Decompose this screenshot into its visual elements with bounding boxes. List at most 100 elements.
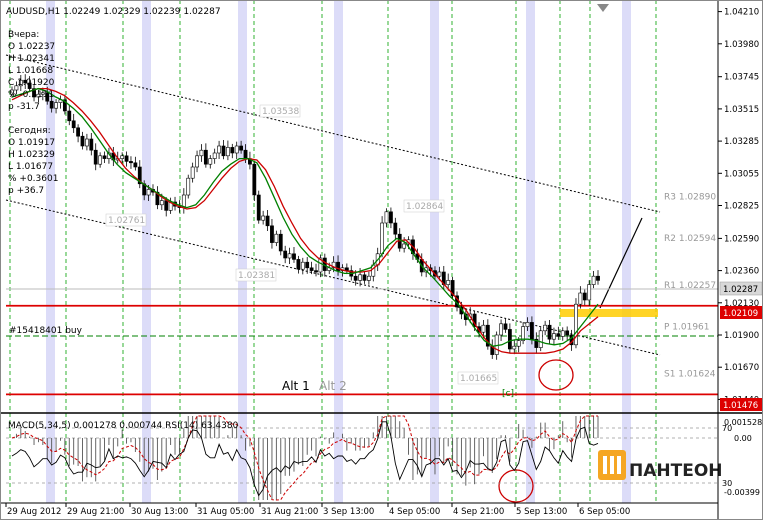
rsi-30-label: 30 [722,479,732,488]
time-tick-label: 4 Sep 21:00 [453,507,504,517]
macd-histogram [15,416,599,500]
faded-price-labels: 1.03538 1.02761 1.02864 1.02381 1.01665 [105,104,499,385]
candle-body [190,166,195,179]
candle-body [503,323,508,330]
candle-body [146,189,151,196]
candle-body [212,152,217,159]
yesterday-line: C 1.01920 [8,78,55,88]
candle-body [283,250,288,259]
price-tick-label: 1.03745 [724,73,759,83]
time-tick-label: 6 Sep 05:00 [579,507,630,517]
order-label: #15418401 buy [9,326,83,336]
channel-upper-line[interactable] [5,54,661,213]
candle-body [270,225,274,243]
candle-body [32,88,36,98]
support-bottom-tag: 1.01476 [720,398,762,411]
candle-body [221,145,226,157]
time-band [46,0,55,503]
candle-body [93,149,98,165]
price-tick-label: 1.03285 [724,137,759,147]
pivot-label: R3 1.02890 [664,192,716,202]
candle-body [574,303,578,346]
pivot-label: S1 1.01624 [664,370,716,380]
candle-body [446,280,451,285]
price-tick-label: 1.01670 [724,363,759,373]
time-tick-label: 5 Sep 13:00 [516,507,567,517]
faded-price-label: 1.03538 [262,107,299,117]
candle-body [230,147,235,154]
yesterday-line: L 1.01668 [8,66,53,76]
candle-body [521,326,525,341]
candle-body [336,261,340,271]
candle-body [437,271,442,277]
candle-body [120,155,125,159]
faded-label-box [235,268,277,282]
candle-body [234,145,239,154]
time-tick-label: 31 Aug 21:00 [261,507,318,517]
yesterday-title: Вчера: [8,30,39,40]
faded-price-label: 1.02864 [406,202,443,212]
candle-body [384,211,389,224]
candle-body [133,162,138,168]
candle-body [14,85,19,91]
candle-body [208,158,213,165]
macd-circle-marker [498,469,534,503]
support-top-value: 1.02109 [723,309,758,319]
candle-body [287,253,292,259]
macd-text: MACD(5,34,5) 0.001278 0.000744 [8,421,163,431]
candle-body [318,257,323,273]
panteon-logo: ПАНТЕОН [598,450,723,481]
time-band [142,0,151,503]
candle-body [353,275,358,281]
candle-body [552,333,556,340]
macd-signal-line [11,415,598,501]
time-band [334,0,343,503]
candle-body [512,345,517,350]
pivot-labels: R3 1.02890 R2 1.02594 R1 1.02257 P 1.01961 S… [664,192,716,379]
projection-line[interactable] [599,217,643,309]
buy-zone-highlight [560,309,658,317]
candle-body [265,215,270,227]
time-tick-label: 4 Sep 05:00 [389,507,440,517]
candle-body [239,145,244,151]
faded-price-label: 1.02381 [238,271,275,281]
macd-tick: 0.00 [734,434,752,443]
candle-body [85,138,89,147]
candle-body [591,275,596,285]
candle-body [292,253,296,260]
candle-body [18,79,23,87]
rsi-text: RSI(14) 63.4380 [165,421,238,431]
current-price-tag: 1.02287 [719,281,763,296]
candle-body [314,270,318,273]
candle-body [389,211,393,224]
candle-body [164,200,169,211]
candle-body [485,324,490,347]
candle-body [587,284,592,301]
ma-fast-line [11,87,599,347]
scroll-shift-marker[interactable] [597,4,609,12]
candle-body [199,149,204,157]
ma-slow-line [11,87,599,354]
candle-body [45,92,50,102]
faded-label-box [259,104,301,118]
candle-body [582,292,587,301]
candles [10,74,600,360]
candle-body [578,292,583,305]
today-title: Сегодня: [8,126,51,136]
candle-body [23,79,28,84]
price-tick-label: 1.04210 [724,8,759,18]
price-tick-label: 1.01900 [724,331,759,341]
candle-body [71,120,76,129]
candle-body [538,330,543,348]
candle-body [203,149,208,165]
time-axis: 29 Aug 2012 29 Aug 21:00 30 Aug 13:00 31 Au… [5,503,630,517]
candle-body [195,155,199,168]
candle-body [278,233,283,252]
candle-body [40,92,45,95]
candle-body [217,145,221,154]
candle-body [362,274,367,281]
candle-body [565,330,570,336]
faded-price-label: 1.01665 [460,374,497,384]
candle-body [102,155,107,159]
